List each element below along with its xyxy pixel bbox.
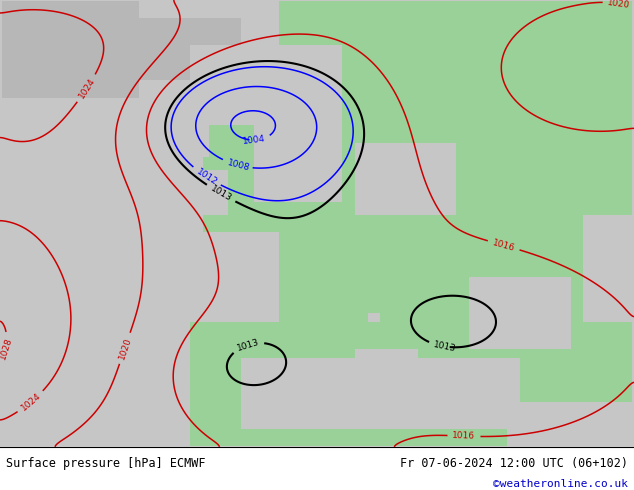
Text: 1013: 1013 xyxy=(209,184,233,203)
Text: 1028: 1028 xyxy=(0,336,13,361)
Text: 1024: 1024 xyxy=(19,392,42,413)
Text: 1004: 1004 xyxy=(242,134,266,146)
Text: 1020: 1020 xyxy=(117,336,133,361)
Text: 1008: 1008 xyxy=(226,158,250,172)
Text: ©weatheronline.co.uk: ©weatheronline.co.uk xyxy=(493,479,628,489)
Text: 1016: 1016 xyxy=(491,238,516,253)
Text: Fr 07-06-2024 12:00 UTC (06+102): Fr 07-06-2024 12:00 UTC (06+102) xyxy=(399,457,628,470)
Text: 1016: 1016 xyxy=(452,431,476,441)
Text: 1013: 1013 xyxy=(433,340,457,353)
Text: Surface pressure [hPa] ECMWF: Surface pressure [hPa] ECMWF xyxy=(6,457,206,470)
Text: 1013: 1013 xyxy=(236,337,260,353)
Text: 1020: 1020 xyxy=(607,0,631,10)
Text: 1012: 1012 xyxy=(195,167,219,187)
Text: 1024: 1024 xyxy=(77,76,96,100)
